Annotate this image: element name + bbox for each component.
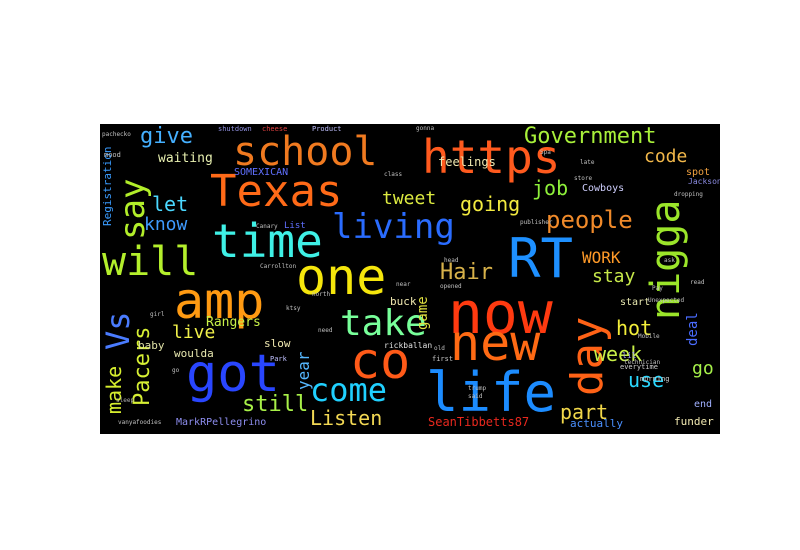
word-end: end bbox=[694, 399, 713, 410]
word-late: late bbox=[580, 159, 595, 166]
word-everytime: everytime bbox=[620, 363, 658, 371]
word-tweet: tweet bbox=[382, 188, 437, 209]
word-mood: mood bbox=[104, 151, 121, 159]
word-job: job bbox=[532, 176, 569, 200]
word-game: game bbox=[415, 296, 431, 330]
word-living: living bbox=[332, 207, 455, 247]
word-rickballan: rickballan bbox=[384, 341, 433, 350]
word-vanyafoodies: vanyafoodies bbox=[118, 419, 162, 426]
word-actually: actually bbox=[570, 417, 623, 430]
word-got: got bbox=[186, 344, 280, 404]
word-ask: ask bbox=[664, 257, 675, 264]
word-take: take bbox=[340, 303, 427, 344]
word-ktsy: ktsy bbox=[286, 305, 301, 312]
word-year: year bbox=[294, 351, 313, 390]
word-listen: Listen bbox=[310, 406, 383, 430]
word-go: go bbox=[692, 358, 714, 379]
word-time: time bbox=[212, 214, 323, 268]
word-use: use bbox=[628, 368, 665, 392]
word-trump: trump bbox=[468, 385, 487, 392]
word-know: know bbox=[144, 214, 188, 235]
word-live: live bbox=[172, 322, 216, 343]
word-read: read bbox=[690, 279, 705, 286]
word-one: one bbox=[296, 248, 387, 306]
word-waiting: waiting bbox=[158, 151, 213, 166]
word-people: people bbox=[546, 206, 633, 234]
word-still: still bbox=[242, 392, 309, 417]
word-buck: buck bbox=[390, 295, 417, 308]
word-spot: spot bbox=[686, 167, 711, 178]
word-gonna: gonna bbox=[416, 125, 435, 132]
word-near: near bbox=[396, 281, 411, 288]
word-start: start bbox=[620, 297, 651, 308]
word-first: first bbox=[432, 355, 454, 363]
word-https: https bbox=[422, 130, 561, 184]
word-code: code bbox=[644, 146, 688, 167]
word-publisher: publisher bbox=[520, 219, 553, 226]
word-new: new bbox=[450, 314, 541, 372]
word-amp: amp bbox=[174, 272, 265, 330]
word-going: going bbox=[460, 192, 521, 216]
word-make: make bbox=[102, 365, 126, 414]
word-co: co bbox=[350, 332, 411, 390]
word-somexican: SOMEXICAN bbox=[234, 167, 289, 178]
word-give: give bbox=[140, 124, 193, 149]
word-deal: deal bbox=[685, 312, 701, 346]
word-head: head bbox=[444, 257, 459, 264]
word-store: store bbox=[574, 175, 593, 182]
word-mobile: Mobile bbox=[638, 333, 660, 340]
word-park: Park bbox=[270, 355, 287, 363]
word-cheese: cheese bbox=[262, 125, 288, 133]
word-pay: Pay bbox=[652, 285, 663, 292]
word-spa: Spa bbox=[540, 149, 551, 156]
word-sleep: sleep bbox=[116, 397, 135, 404]
word-will: will bbox=[102, 239, 199, 285]
word-lil: lil bbox=[622, 351, 637, 360]
word-morning: morning bbox=[640, 375, 670, 383]
word-said: said bbox=[468, 393, 483, 400]
word-part: part bbox=[560, 400, 609, 424]
word-hot: hot bbox=[616, 316, 653, 340]
word-list: List bbox=[284, 221, 306, 231]
word-north: north bbox=[312, 291, 331, 298]
word-feelings: feelings bbox=[438, 155, 496, 169]
word-baby: baby bbox=[138, 339, 165, 352]
word-old: old bbox=[434, 345, 445, 352]
word-unexpected: Unexpected bbox=[648, 297, 685, 304]
word-slow: slow bbox=[264, 337, 291, 350]
word-class: class bbox=[384, 171, 403, 178]
word-dropping: dropping bbox=[674, 191, 703, 198]
word-opened: opened bbox=[440, 283, 462, 290]
word-seantibbetts87: SeanTibbetts87 bbox=[428, 415, 530, 429]
word-go-small: go bbox=[172, 367, 180, 374]
word-carrollton: Carrollton bbox=[260, 263, 297, 270]
word-pachecko: pachecko bbox=[102, 131, 131, 138]
word-now: now bbox=[448, 279, 553, 347]
word-girl: girl bbox=[150, 311, 165, 318]
word-cowboys: Cowboys bbox=[582, 183, 625, 194]
word-technician: technician bbox=[624, 359, 661, 366]
word-work: WORK bbox=[582, 248, 621, 267]
word-rt: RT bbox=[508, 227, 574, 290]
word-texas: Texas bbox=[210, 166, 343, 217]
word-school: school bbox=[233, 129, 378, 175]
word-come: come bbox=[310, 371, 388, 409]
word-government: Government bbox=[524, 124, 657, 149]
word-canary: Canary bbox=[256, 223, 278, 230]
word-rangers: Rangers bbox=[206, 315, 261, 330]
word-product: Product bbox=[312, 125, 342, 133]
word-week: week bbox=[594, 342, 643, 366]
word-shutdown: shutdown bbox=[218, 125, 252, 133]
word-funder: funder bbox=[674, 415, 714, 428]
word-stay: stay bbox=[592, 266, 636, 287]
word-hair: Hair bbox=[440, 260, 493, 285]
word-jackson: Jackson bbox=[688, 177, 720, 186]
word-cloud: https Texas school time living RT nigga … bbox=[100, 124, 720, 434]
word-woulda: woulda bbox=[174, 347, 214, 360]
word-markrpellegrino: MarkRPellegrino bbox=[176, 417, 267, 428]
word-let: let bbox=[152, 192, 189, 216]
word-need: need bbox=[318, 327, 333, 334]
word-life: life bbox=[426, 361, 557, 424]
